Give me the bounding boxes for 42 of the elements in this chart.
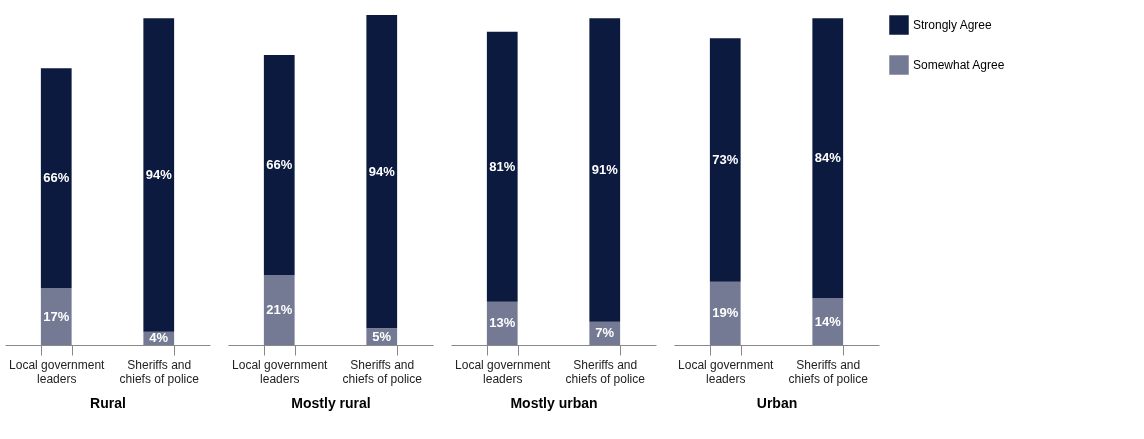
x-tick-label: Sheriffs and chiefs of police <box>119 357 200 386</box>
x-tick-label: Local government leaders <box>9 357 106 386</box>
x-axis-title: Urban <box>756 394 798 411</box>
x-axis-title: Mostly rural <box>291 394 371 411</box>
data-label: 5% <box>372 328 392 344</box>
data-label: 13% <box>489 315 516 331</box>
bar <box>589 18 621 322</box>
data-label: 7% <box>595 325 615 341</box>
data-label: 66% <box>43 170 70 186</box>
bar <box>812 18 844 299</box>
data-label: 94% <box>145 167 173 182</box>
bar <box>812 298 844 345</box>
x-tick-label: Sheriffs and chiefs of police <box>788 357 869 386</box>
data-label: 73% <box>712 152 739 167</box>
bar <box>143 18 175 332</box>
bar <box>486 31 518 302</box>
data-label: 17% <box>43 308 70 324</box>
bar <box>709 38 741 282</box>
bar <box>40 68 72 289</box>
data-label: 94% <box>368 163 396 179</box>
x-tick-label: Local government leaders <box>455 357 552 386</box>
data-label: 66% <box>266 157 293 172</box>
x-tick-label: Local government leaders <box>232 357 329 386</box>
data-label: 21% <box>266 302 293 317</box>
bar <box>709 281 741 345</box>
data-label: 91% <box>591 162 619 177</box>
data-label: 14% <box>814 313 842 329</box>
x-tick-label: Sheriffs and chiefs of police <box>565 357 646 386</box>
bar <box>366 15 398 329</box>
bar <box>40 288 72 345</box>
x-axis-title: Rural <box>90 394 126 411</box>
x-tick-label: Sheriffs and chiefs of police <box>342 357 423 386</box>
data-label: 4% <box>149 330 169 346</box>
x-tick-label: Local government leaders <box>678 357 775 386</box>
data-label: 84% <box>814 150 842 166</box>
legend-label: Strongly Agree <box>913 18 993 32</box>
data-label: 81% <box>489 158 516 174</box>
legend-label: Somewhat Agree <box>913 58 1005 72</box>
bar <box>263 275 295 345</box>
bar <box>263 55 295 275</box>
x-axis-title: Mostly urban <box>510 394 598 411</box>
data-label: 19% <box>712 305 739 321</box>
